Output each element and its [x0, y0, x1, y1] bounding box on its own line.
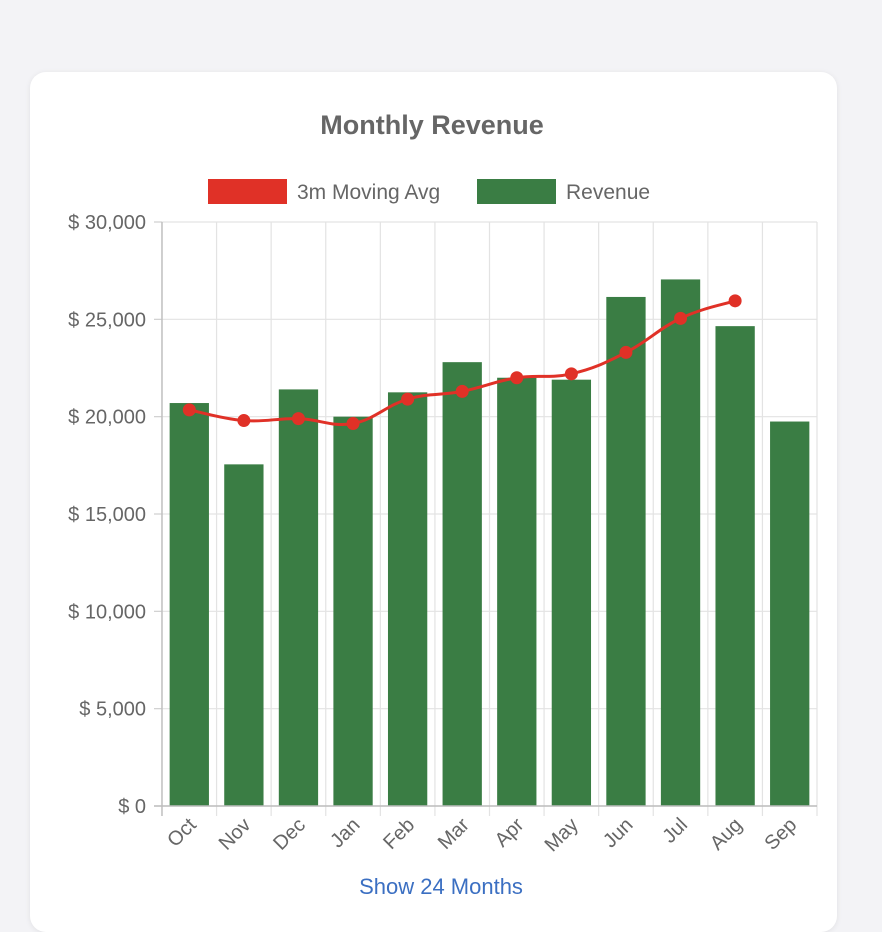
x-tick-label: Jul: [658, 814, 692, 848]
bar-revenue: [660, 279, 701, 807]
bar-revenue: [770, 421, 810, 806]
legend-label-moving-avg[interactable]: 3m Moving Avg: [297, 181, 440, 204]
x-tick-label: Oct: [163, 814, 201, 852]
moving-avg-point: [291, 412, 305, 426]
moving-avg-point: [455, 384, 469, 398]
bar-revenue: [333, 416, 373, 806]
y-tick-label: $ 30,000: [68, 212, 146, 234]
moving-avg-point: [674, 311, 688, 325]
legend-swatch-revenue[interactable]: [477, 179, 556, 204]
chart-legend[interactable]: 3m Moving Avg Revenue: [208, 179, 650, 204]
chart-card: [30, 72, 837, 932]
bar-revenue: [169, 403, 209, 806]
moving-avg-point: [510, 371, 524, 385]
bar-revenue: [224, 464, 264, 806]
chart-title: Monthly Revenue: [320, 110, 544, 140]
bar-revenue: [387, 392, 428, 806]
bar-revenue: [606, 296, 646, 806]
moving-avg-point: [346, 416, 360, 430]
x-tick-label: Feb: [379, 814, 419, 854]
show-24-months-link[interactable]: Show 24 Months: [359, 874, 523, 899]
y-axis: $ 0 $ 5,000 $ 10,000 $ 15,000 $ 20,000 $ 25,0…: [68, 212, 163, 818]
y-tick-label: $ 20,000: [68, 407, 146, 429]
x-tick-label: Dec: [269, 814, 310, 855]
x-tick-label: Jun: [599, 814, 637, 852]
bar-revenue: [497, 377, 537, 806]
moving-avg-point: [401, 392, 415, 406]
bar-revenue: [442, 362, 482, 806]
x-tick-label: May: [541, 814, 583, 856]
x-axis: Oct Nov Dec Jan Feb Mar Apr May Jun Jul Aug Sep: [154, 805, 817, 856]
y-tick-label: $ 5,000: [79, 699, 146, 721]
revenue-bars: [169, 279, 810, 807]
x-tick-label: Apr: [491, 814, 529, 852]
legend-label-revenue[interactable]: Revenue: [566, 181, 650, 204]
y-tick-label: $ 25,000: [68, 309, 146, 331]
x-tick-label: Nov: [215, 814, 256, 855]
y-tick-label: $ 0: [118, 796, 146, 818]
x-tick-label: Sep: [761, 814, 802, 855]
moving-avg-point: [237, 414, 251, 428]
x-tick-label: Mar: [434, 814, 474, 854]
moving-avg-point: [619, 345, 633, 359]
moving-avg-point: [564, 367, 578, 381]
y-tick-label: $ 15,000: [68, 504, 146, 526]
bar-revenue: [551, 379, 592, 806]
y-tick-label: $ 10,000: [68, 601, 146, 623]
bar-revenue: [278, 389, 319, 806]
x-tick-label: Jan: [326, 814, 364, 852]
revenue-chart: Monthly Revenue 3m Moving Avg Revenue $ …: [68, 110, 818, 856]
moving-avg-point: [182, 403, 196, 417]
moving-avg-point: [728, 294, 742, 308]
bar-revenue: [715, 326, 755, 806]
x-tick-label: Aug: [706, 814, 747, 855]
moving-avg-line: [182, 294, 742, 430]
legend-swatch-moving-avg[interactable]: [208, 179, 287, 204]
